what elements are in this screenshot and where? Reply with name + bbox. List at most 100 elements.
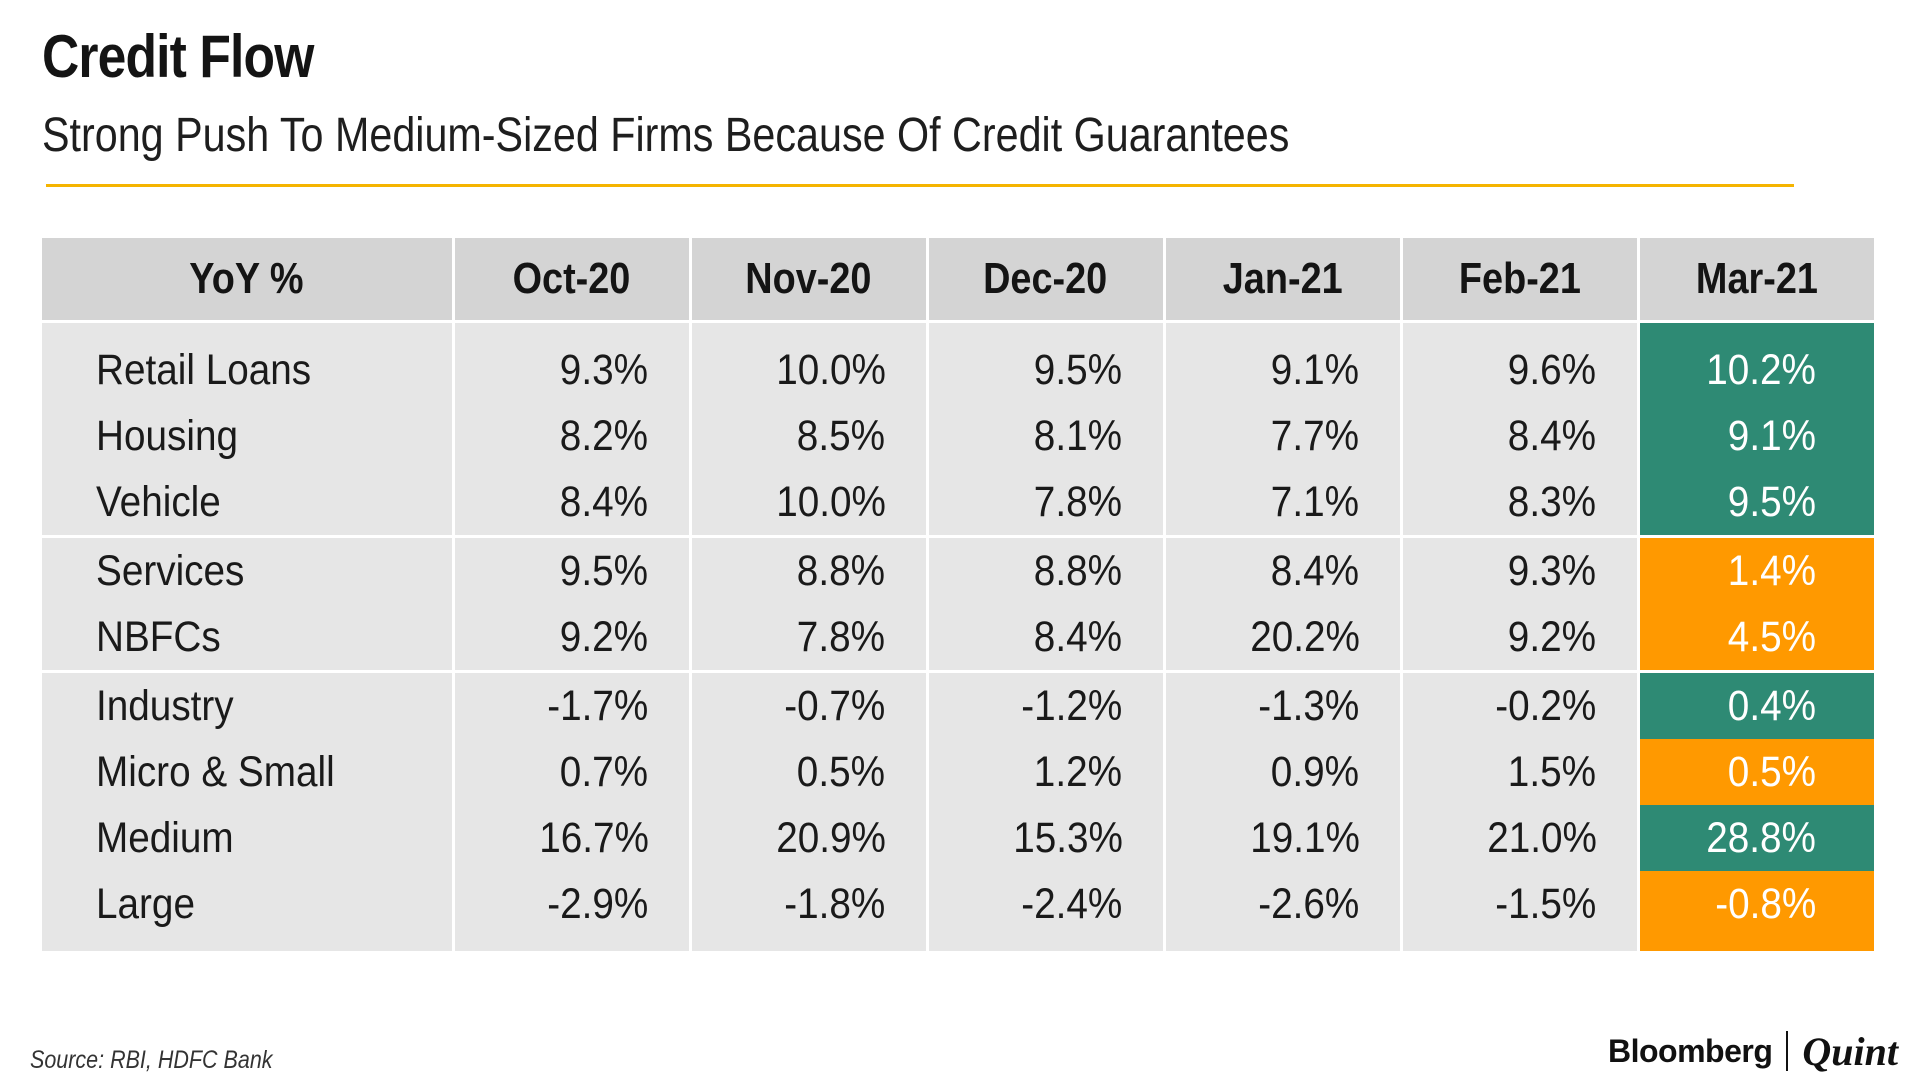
value-text: 4.5% — [1727, 612, 1816, 661]
header-cell-month: Jan-21 — [1162, 238, 1401, 323]
value-cell: -0.2% — [1399, 670, 1638, 739]
value-cell-highlight: 1.4% — [1636, 535, 1874, 604]
value-text: 8.4% — [1508, 411, 1597, 460]
value-text: 0.9% — [1271, 747, 1360, 796]
header-cell-label: YoY % — [42, 238, 453, 323]
table-body: Retail Loans 9.3% 10.0% 9.5% 9.1% 9.6% 10.2% Ho… — [42, 321, 1874, 951]
value-text: 8.4% — [1271, 546, 1360, 595]
header-cell-text: Feb-21 — [1458, 254, 1581, 303]
value-text: 9.6% — [1508, 345, 1597, 394]
chart-subtitle: Strong Push To Medium-Sized Firms Becaus… — [42, 109, 1290, 162]
value-cell: 9.3% — [451, 321, 690, 403]
value-text: 1.2% — [1034, 747, 1123, 796]
value-cell: 19.1% — [1162, 805, 1401, 871]
header-cell-text: Oct-20 — [512, 254, 631, 303]
row-label-cell: Retail Loans — [42, 321, 453, 403]
row-label: Housing — [96, 411, 238, 460]
value-text: 8.8% — [1034, 546, 1123, 595]
table-row: Micro & Small 0.7% 0.5% 1.2% 0.9% 1.5% 0.5% — [42, 739, 1874, 805]
value-cell: -2.4% — [925, 871, 1164, 951]
value-text: 20.2% — [1249, 612, 1360, 661]
value-text: 9.1% — [1271, 345, 1360, 394]
value-text: 8.5% — [797, 411, 886, 460]
value-text: 7.8% — [797, 612, 886, 661]
value-text: 7.8% — [1034, 477, 1123, 526]
value-text: 9.3% — [560, 345, 649, 394]
value-cell: 9.2% — [1399, 604, 1638, 672]
value-cell: -1.3% — [1162, 670, 1401, 739]
data-table-container: YoY % Oct-20 Nov-20 Dec-20 Jan-21 Feb-21 Mar-2… — [42, 238, 1874, 966]
value-cell-highlight: 9.5% — [1636, 469, 1874, 537]
value-cell: 21.0% — [1399, 805, 1638, 871]
value-cell: 10.0% — [688, 321, 927, 403]
value-cell: 9.3% — [1399, 535, 1638, 604]
value-text: 8.2% — [560, 411, 649, 460]
value-text: 0.4% — [1727, 681, 1816, 730]
value-text: 20.9% — [775, 813, 886, 862]
value-cell: 8.2% — [451, 403, 690, 469]
table-row: Vehicle 8.4% 10.0% 7.8% 7.1% 8.3% 9.5% — [42, 469, 1874, 537]
table-row: Housing 8.2% 8.5% 8.1% 7.7% 8.4% 9.1% — [42, 403, 1874, 469]
table-row: Industry -1.7% -0.7% -1.2% -1.3% -0.2% 0.4% — [42, 670, 1874, 739]
table-row: Services 9.5% 8.8% 8.8% 8.4% 9.3% 1.4% — [42, 535, 1874, 604]
value-text: -0.2% — [1495, 681, 1597, 730]
value-text: 9.2% — [560, 612, 649, 661]
value-text: 10.0% — [775, 345, 886, 394]
value-text: 0.7% — [560, 747, 649, 796]
row-label: Industry — [96, 681, 234, 730]
value-cell: 0.5% — [688, 739, 927, 805]
header-row: YoY % Oct-20 Nov-20 Dec-20 Jan-21 Feb-21 Mar-2… — [42, 238, 1874, 323]
value-cell: 9.2% — [451, 604, 690, 672]
value-cell: 8.4% — [1399, 403, 1638, 469]
row-label: Micro & Small — [96, 747, 335, 796]
value-text: 8.4% — [560, 477, 649, 526]
row-label-cell: Vehicle — [42, 469, 453, 537]
value-text: 16.7% — [538, 813, 649, 862]
value-text: 9.5% — [560, 546, 649, 595]
value-cell: 8.4% — [451, 469, 690, 537]
value-text: 19.1% — [1249, 813, 1360, 862]
value-text: -1.5% — [1495, 879, 1597, 928]
value-text: 28.8% — [1706, 813, 1816, 862]
value-cell: 0.7% — [451, 739, 690, 805]
value-text: 15.3% — [1012, 813, 1123, 862]
row-label-cell: Housing — [42, 403, 453, 469]
value-text: -0.7% — [784, 681, 886, 730]
table-row: NBFCs 9.2% 7.8% 8.4% 20.2% 9.2% 4.5% — [42, 604, 1874, 672]
value-cell: 8.3% — [1399, 469, 1638, 537]
value-cell-highlight: 0.5% — [1636, 739, 1874, 805]
value-text: 8.1% — [1034, 411, 1123, 460]
row-label: Medium — [96, 813, 234, 862]
value-text: 9.1% — [1727, 411, 1816, 460]
header-cell-text: Nov-20 — [745, 254, 872, 303]
value-cell: 20.2% — [1162, 604, 1401, 672]
title-divider — [46, 184, 1794, 187]
value-text: 8.8% — [797, 546, 886, 595]
value-cell: 8.4% — [925, 604, 1164, 672]
value-text: 1.4% — [1727, 546, 1816, 595]
source-note: Source: RBI, HDFC Bank — [30, 1046, 273, 1074]
value-cell: 0.9% — [1162, 739, 1401, 805]
value-text: 9.2% — [1508, 612, 1597, 661]
brand-bloomberg: Bloomberg — [1608, 1032, 1773, 1069]
value-text: -1.2% — [1021, 681, 1123, 730]
value-text: 21.0% — [1486, 813, 1597, 862]
value-cell-highlight: 0.4% — [1636, 670, 1874, 739]
value-cell: 15.3% — [925, 805, 1164, 871]
value-text: 0.5% — [1727, 747, 1816, 796]
value-text: 7.1% — [1271, 477, 1360, 526]
row-label-cell: Micro & Small — [42, 739, 453, 805]
value-cell: 8.4% — [1162, 535, 1401, 604]
value-text: 8.3% — [1508, 477, 1597, 526]
value-text: 10.2% — [1706, 345, 1816, 394]
header-cell-month: Feb-21 — [1399, 238, 1638, 323]
row-label: NBFCs — [96, 612, 221, 661]
row-label-cell: Services — [42, 535, 453, 604]
value-cell: 7.8% — [925, 469, 1164, 537]
brand-logo: Bloomberg Quint — [1608, 1028, 1898, 1074]
header-cell-text: YoY % — [189, 254, 304, 303]
value-text: -2.6% — [1258, 879, 1360, 928]
table-row: Medium 16.7% 20.9% 15.3% 19.1% 21.0% 28.8% — [42, 805, 1874, 871]
value-text: -2.9% — [547, 879, 649, 928]
header-cell-text: Mar-21 — [1695, 254, 1818, 303]
